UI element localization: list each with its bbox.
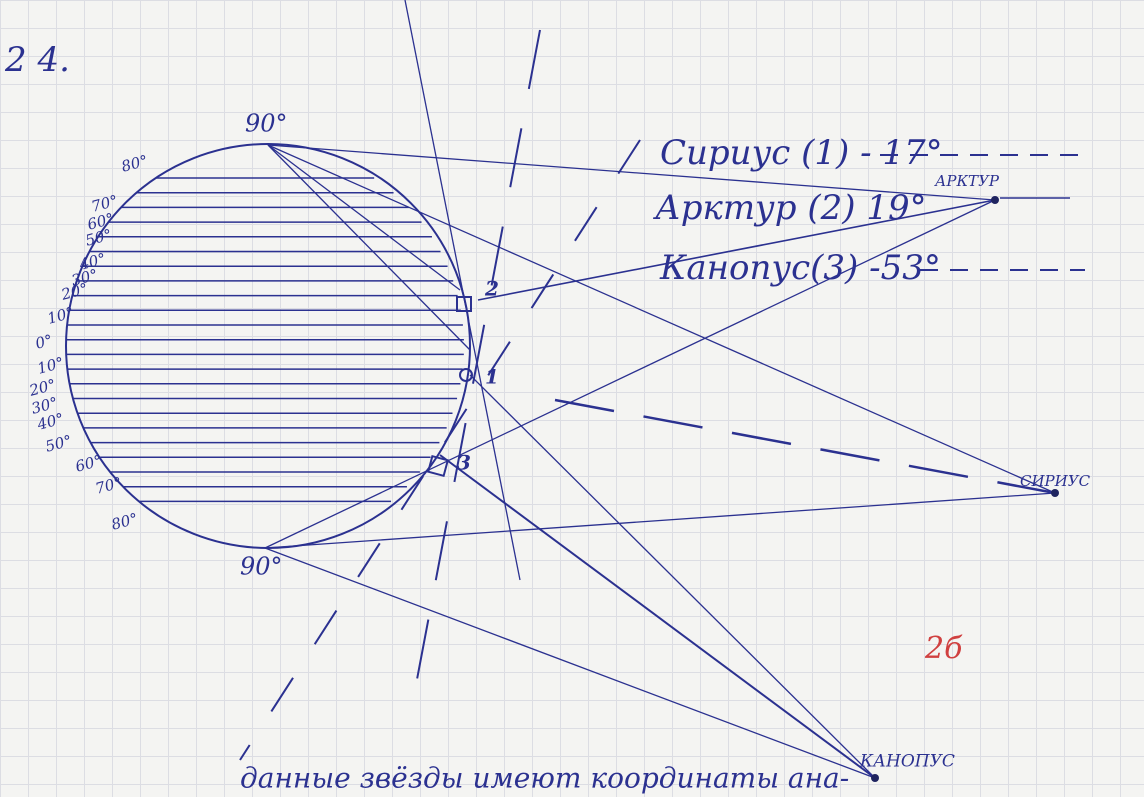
star-dot — [1051, 489, 1059, 497]
latitude-label: 80° — [109, 509, 139, 533]
star-label: СИРИУС — [1020, 472, 1091, 490]
grade: 2б — [924, 631, 963, 666]
marker — [456, 296, 472, 312]
marker — [426, 454, 450, 478]
line — [267, 144, 1056, 494]
point-label: 2 — [484, 277, 499, 301]
line — [469, 374, 876, 779]
line — [267, 144, 471, 351]
legend-item: Канопус(3) -53° — [659, 248, 941, 288]
latitude-label: 80° — [119, 151, 149, 175]
latitude-label: 10° — [45, 303, 75, 327]
legend-item: Арктур (2) 19° — [653, 188, 927, 228]
line — [264, 492, 1056, 549]
line — [477, 199, 996, 301]
pole-label: 90° — [245, 110, 288, 138]
latitude-label: 20° — [58, 279, 89, 304]
footer-text: данные звёзды имеют координаты ана- — [240, 762, 849, 795]
marker — [459, 368, 473, 382]
dashed-line — [414, 29, 541, 691]
dashed-line — [554, 398, 1056, 495]
point-label: 1 — [485, 365, 499, 389]
latitude-label: 70° — [93, 473, 123, 497]
point-label: 3 — [457, 451, 471, 475]
latitude-label: 10° — [35, 353, 65, 377]
heading: 2 4. — [4, 40, 70, 80]
line — [439, 454, 876, 779]
latitude-label: 50° — [43, 431, 73, 455]
star-dot — [991, 196, 999, 204]
star-label: КАНОПУС — [859, 752, 955, 772]
pole-label: 90° — [240, 553, 283, 581]
star-label: АРКТУР — [934, 172, 1000, 190]
latitude-label: 60° — [73, 451, 103, 475]
line — [404, 0, 521, 581]
line — [264, 199, 996, 549]
line — [267, 144, 996, 201]
line — [264, 547, 876, 779]
legend-item: Сириус (1) - 17° — [660, 133, 943, 173]
construction — [65, 0, 1085, 782]
latitude-label: 0° — [33, 331, 54, 353]
star-dot — [871, 774, 879, 782]
